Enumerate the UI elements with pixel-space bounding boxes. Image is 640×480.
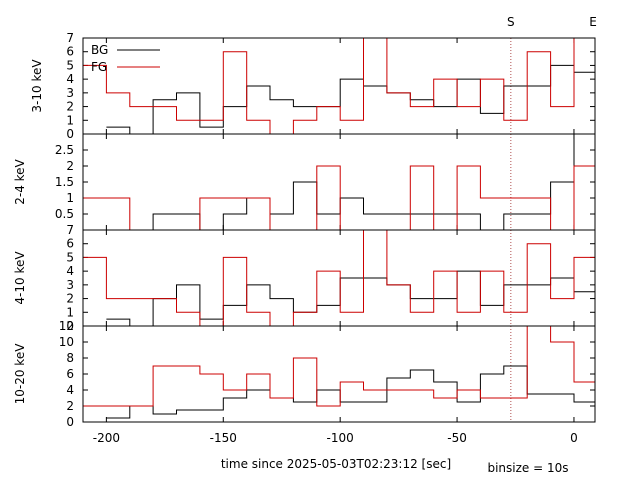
y-tick-label: 0: [66, 319, 74, 333]
series-BG: [106, 365, 595, 419]
x-tick-label: -200: [93, 431, 120, 445]
y-tick-label: 7: [66, 223, 74, 237]
y-tick-label: 6: [66, 237, 74, 251]
x-tick-label: -50: [447, 431, 467, 445]
y-tick-label: 3: [66, 86, 74, 100]
binsize-label: binsize = 10s: [487, 461, 568, 475]
series-FG: [83, 326, 595, 407]
y-tick-label: 7: [66, 31, 74, 45]
legend-label-FG: FG: [91, 60, 107, 74]
y-axis-label: 10-20 keV: [13, 343, 27, 405]
panel-frame: [82, 325, 596, 423]
series-BG: [106, 134, 595, 230]
x-tick-label: 0: [570, 431, 578, 445]
y-tick-label: 10: [59, 335, 74, 349]
y-axis-label: 2-4 keV: [13, 158, 27, 204]
y-tick-label: 6: [66, 45, 74, 59]
x-tick-label: -100: [327, 431, 354, 445]
x-axis-label: time since 2025-05-03T02:23:12 [sec]: [221, 457, 451, 471]
y-tick-label: 0: [66, 127, 74, 141]
y-tick-label: 2.5: [55, 143, 74, 157]
marker-label-E: E: [589, 15, 597, 29]
series-FG: [83, 38, 595, 134]
y-axis-label: 4-10 keV: [13, 251, 27, 305]
y-tick-label: 1: [66, 191, 74, 205]
y-tick-label: 2: [66, 399, 74, 413]
panel-1: 0.5 1 1.5 2 2.5 2-4 keV: [13, 133, 596, 231]
panel-frame: [82, 229, 596, 327]
y-tick-label: 2: [66, 292, 74, 306]
y-tick-label: 5: [66, 58, 74, 72]
x-tick-label: -150: [210, 431, 237, 445]
series-FG: [83, 165, 595, 230]
y-tick-label: 12: [59, 319, 74, 333]
y-tick-label: 1: [66, 113, 74, 127]
y-axis-label: 3-10 keV: [30, 59, 44, 113]
y-tick-label: 4: [66, 264, 74, 278]
y-tick-label: 1: [66, 305, 74, 319]
panel-frame: [82, 133, 596, 231]
y-tick-label: 2: [66, 100, 74, 114]
y-tick-label: 4: [66, 383, 74, 397]
y-tick-label: 8: [66, 351, 74, 365]
y-tick-label: 5: [66, 250, 74, 264]
y-tick-label: 3: [66, 278, 74, 292]
legend: BG FG: [91, 43, 160, 74]
series-BG: [106, 270, 595, 326]
y-tick-label: 2: [66, 159, 74, 173]
y-tick-label: 0: [66, 415, 74, 429]
series-FG: [83, 230, 595, 326]
legend-label-BG: BG: [91, 43, 108, 57]
y-tick-label: 6: [66, 367, 74, 381]
marker-label-S: S: [507, 15, 515, 29]
y-tick-label: 0.5: [55, 207, 74, 221]
series-BG: [106, 64, 595, 134]
y-tick-label: 1.5: [55, 175, 74, 189]
y-tick-label: 4: [66, 72, 74, 86]
panel-3: 0 2 4 6 8 10 12 10-20 keV: [13, 319, 596, 429]
